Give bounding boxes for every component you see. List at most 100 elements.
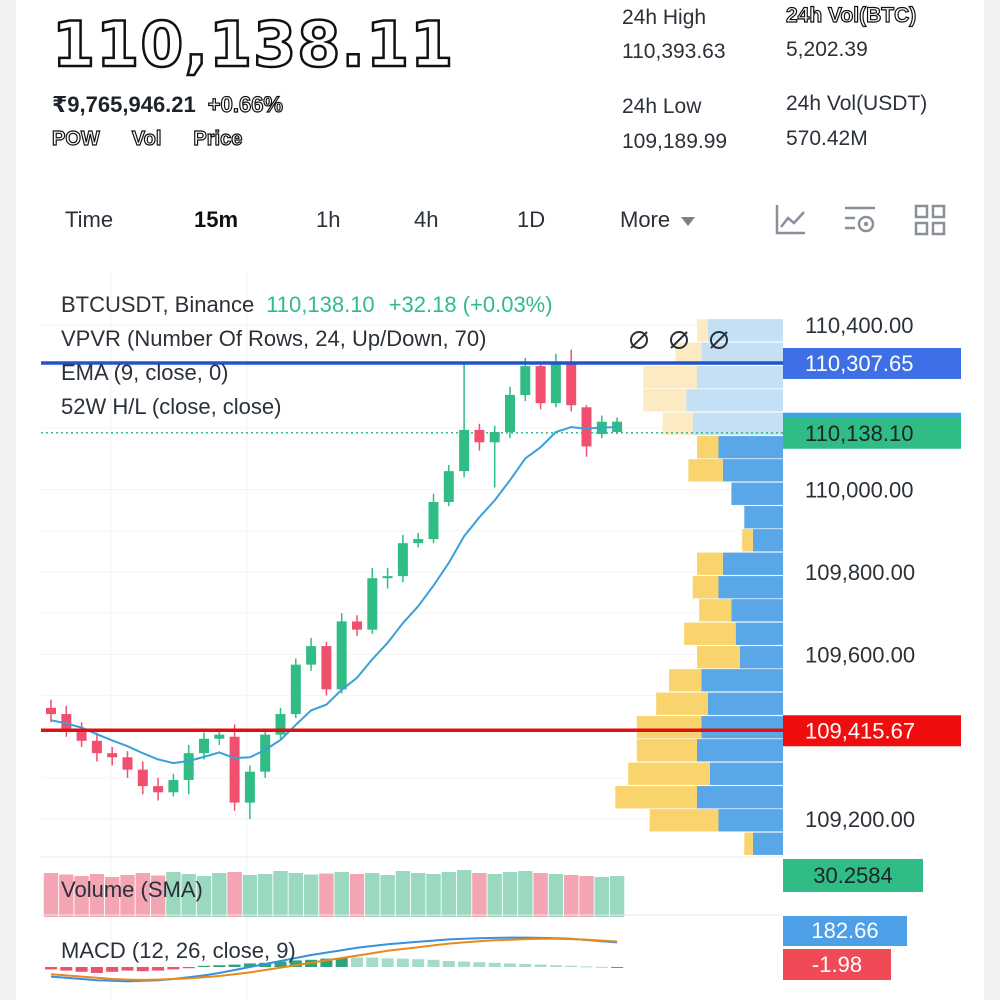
vpvr-down-bar	[656, 692, 708, 715]
candle-body	[535, 366, 546, 404]
vpvr-down-bar	[699, 599, 732, 622]
vpvr-down-bar	[697, 552, 723, 575]
volume-bar	[135, 873, 150, 917]
high-value: 110,393.63	[622, 40, 726, 63]
vpvr-down-bar	[742, 529, 753, 552]
macd-hist-bar	[289, 960, 302, 967]
vpvr-histogram	[615, 319, 783, 855]
volume-bar	[273, 871, 288, 917]
macd-hist-bar	[213, 965, 226, 967]
tag-price[interactable]: Price	[193, 127, 243, 150]
volume-bar	[533, 873, 548, 917]
volume-bar	[349, 874, 365, 917]
macd-hist-bar	[412, 959, 425, 967]
vol-usdt-value: 570.42M	[786, 127, 868, 150]
macd-hist-bar	[243, 963, 256, 967]
high-price-tag: 110,307.65	[805, 351, 913, 376]
volume-bar	[105, 877, 120, 917]
vpvr-down-bar	[697, 319, 708, 342]
volume-bar	[59, 874, 74, 917]
vpvr-down-bar	[697, 646, 740, 669]
vpvr-down-bar	[684, 622, 736, 645]
price-axis: 110,400.00 110,000.00 109,800.00 109,600.00…	[805, 313, 915, 832]
candlestick-series	[46, 349, 623, 820]
macd-hist-bar	[442, 961, 455, 967]
macd-hist-bar	[519, 964, 532, 967]
candle-body	[61, 714, 72, 729]
vpvr-up-bar	[731, 599, 783, 622]
vpvr-down-bar	[662, 412, 693, 435]
macd-hist-bar	[351, 957, 363, 967]
vpvr-down-bar	[615, 786, 697, 809]
price-axis-label: 109,600.00	[805, 642, 915, 667]
volume-bar	[456, 870, 472, 917]
vpvr-up-bar	[718, 576, 783, 599]
candle-body	[168, 779, 179, 793]
macd-hist-bar	[320, 958, 333, 967]
vpvr-down-bar	[697, 436, 719, 459]
chart-line-icon[interactable]	[774, 202, 808, 236]
candle-body	[46, 707, 56, 715]
candle-body	[612, 421, 623, 432]
tab-1h[interactable]: 1h	[316, 207, 341, 232]
vpvr-down-bar	[628, 762, 710, 785]
eye-slash-icon[interactable]	[630, 331, 728, 349]
vpvr-up-bar	[697, 366, 783, 389]
tab-time[interactable]: Time	[65, 207, 114, 232]
volume-bar	[43, 873, 59, 917]
tab-4h[interactable]: 4h	[414, 207, 439, 232]
tab-more-label: More	[620, 207, 671, 232]
macd-hist-bar	[45, 967, 57, 970]
vpvr-down-bar	[636, 716, 702, 739]
price-chart[interactable]: BTCUSDT, Binance 110,138.10 +32.18 (+0.03%…	[41, 272, 985, 1000]
volume-bar	[426, 874, 441, 917]
inr-price-row: ₹9,765,946.21 +0.66%	[52, 91, 284, 118]
macd-hist-bar	[611, 967, 624, 968]
macd-hist-bar	[458, 961, 471, 967]
legend-hl: 52W H/L (close, close)	[61, 394, 281, 419]
volume-bar	[74, 876, 89, 917]
vpvr-up-bar	[740, 646, 783, 669]
volume-bar	[181, 874, 196, 917]
ema-line	[50, 426, 618, 765]
volume-bar	[150, 875, 166, 917]
vpvr-up-bar	[722, 459, 783, 482]
volume-bar	[441, 872, 456, 917]
macd-hist-bar	[534, 964, 547, 967]
macd-hist-bar	[549, 965, 562, 967]
signal-line	[50, 937, 618, 981]
macd-hist-bar	[335, 958, 348, 967]
candle-body	[153, 786, 164, 793]
candle-body	[413, 539, 424, 544]
vol-btc-label: 24h Vol(BTC)	[785, 3, 917, 27]
candle-body	[336, 621, 347, 690]
macd-hist-bar	[90, 967, 103, 973]
macd-tag-value: 182.66	[811, 918, 878, 943]
candle-body	[183, 753, 194, 780]
macd-hist-bar	[228, 964, 241, 967]
vpvr-down-bar	[643, 366, 697, 389]
low-price-tag: 109,415.67	[805, 718, 915, 743]
tab-15m[interactable]: 15m	[194, 207, 239, 232]
vol-usdt-label: 24h Vol(USDT)	[786, 92, 928, 115]
tag-vol[interactable]: Vol	[131, 127, 162, 150]
vpvr-up-bar	[722, 552, 783, 575]
volume-bar	[166, 872, 181, 917]
tab-more[interactable]: More	[620, 207, 696, 233]
grid-layout-icon[interactable]	[914, 204, 946, 236]
candle-body	[397, 543, 408, 577]
vpvr-up-bar	[735, 622, 783, 645]
indicator-settings-icon[interactable]	[842, 203, 878, 235]
price-axis-label: 109,800.00	[805, 560, 915, 585]
candle-body	[550, 364, 561, 404]
chart-legend: BTCUSDT, Binance 110,138.10 +32.18 (+0.03%…	[61, 292, 728, 419]
vpvr-up-bar	[697, 786, 783, 809]
volume-bar	[89, 874, 105, 917]
volume-bar	[411, 873, 426, 917]
tag-pow[interactable]: POW	[51, 127, 100, 150]
tab-1d[interactable]: 1D	[517, 207, 546, 232]
vpvr-up-bar	[752, 529, 783, 552]
signal-tag: -1.98	[783, 949, 891, 980]
candle-body	[520, 366, 531, 395]
